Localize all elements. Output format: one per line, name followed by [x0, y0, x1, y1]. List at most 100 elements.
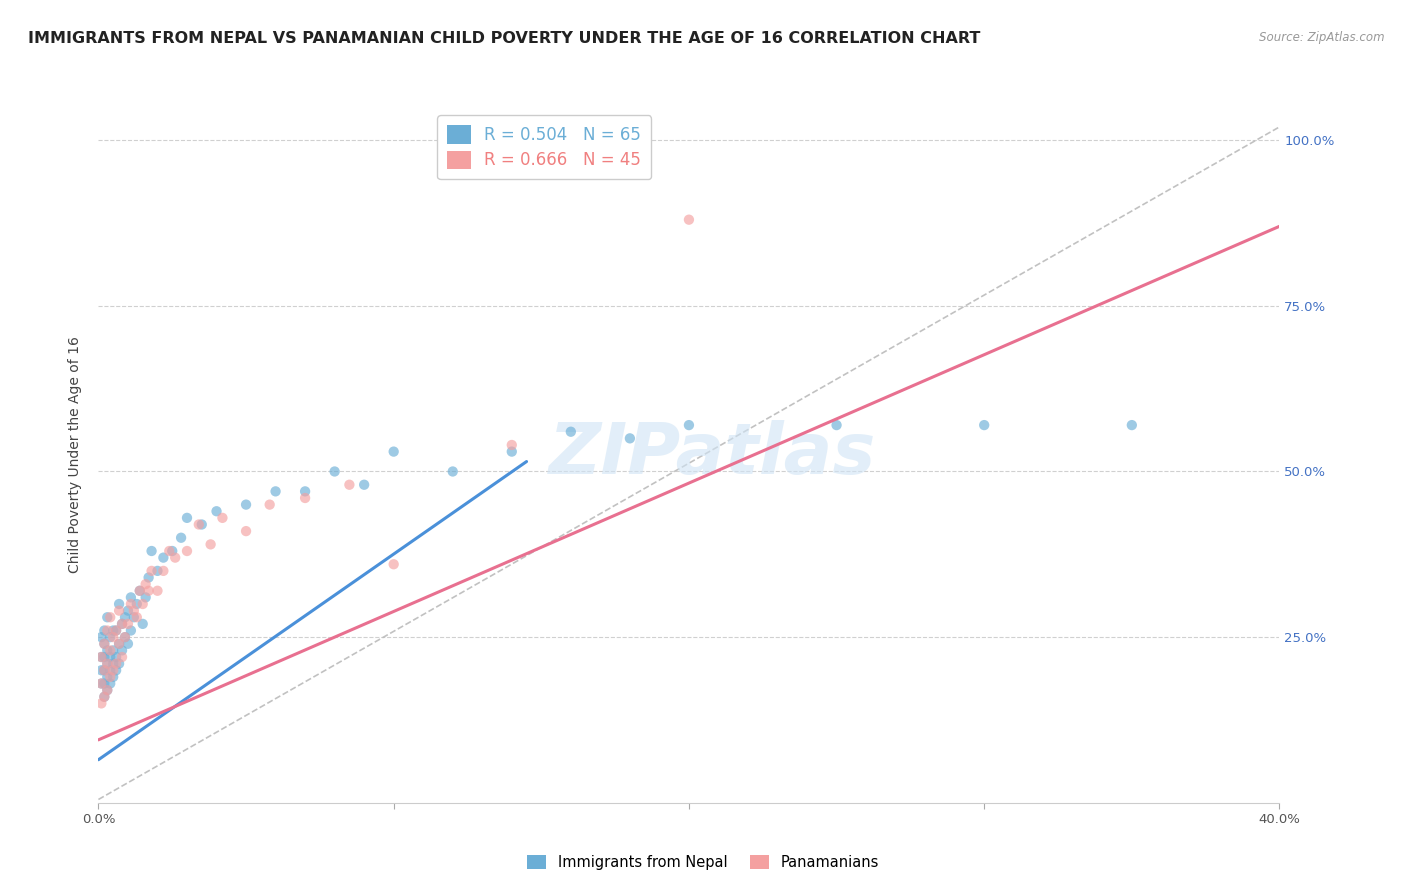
Point	[90, 663, 112, 677]
Point	[93, 690, 115, 704]
Point	[353, 477, 375, 491]
Point	[96, 683, 118, 698]
Point	[132, 597, 155, 611]
Point	[619, 431, 641, 445]
Point	[323, 465, 346, 479]
Point	[90, 676, 112, 690]
Point	[141, 544, 163, 558]
Point	[138, 570, 160, 584]
Point	[441, 465, 464, 479]
Point	[176, 544, 198, 558]
Point	[98, 630, 121, 644]
Point	[108, 604, 131, 618]
Legend: R = 0.504   N = 65, R = 0.666   N = 45: R = 0.504 N = 65, R = 0.666 N = 45	[437, 115, 651, 179]
Text: ZIPatlas: ZIPatlas	[548, 420, 876, 490]
Point	[125, 610, 148, 624]
Point	[135, 577, 157, 591]
Point	[176, 511, 198, 525]
Point	[96, 624, 118, 638]
Point	[191, 517, 214, 532]
Point	[128, 583, 150, 598]
Point	[259, 498, 281, 512]
Point	[382, 558, 405, 572]
Point	[117, 616, 139, 631]
Point	[117, 637, 139, 651]
Point	[138, 583, 160, 598]
Point	[103, 657, 125, 671]
Point	[235, 524, 257, 538]
Point	[339, 477, 361, 491]
Point	[170, 531, 193, 545]
Point	[973, 418, 995, 433]
Point	[128, 583, 150, 598]
Point	[125, 597, 148, 611]
Point	[105, 657, 128, 671]
Point	[90, 650, 112, 665]
Point	[825, 418, 848, 433]
Point	[98, 650, 121, 665]
Point	[93, 650, 115, 665]
Point	[103, 643, 125, 657]
Point	[108, 637, 131, 651]
Point	[1121, 418, 1143, 433]
Point	[111, 650, 134, 665]
Point	[235, 498, 257, 512]
Point	[105, 663, 128, 677]
Point	[105, 624, 128, 638]
Point	[90, 676, 112, 690]
Point	[93, 624, 115, 638]
Point	[96, 657, 118, 671]
Point	[120, 591, 142, 605]
Point	[117, 604, 139, 618]
Point	[135, 591, 157, 605]
Point	[165, 550, 187, 565]
Point	[93, 663, 115, 677]
Point	[152, 550, 174, 565]
Point	[157, 544, 180, 558]
Point	[93, 637, 115, 651]
Point	[122, 610, 145, 624]
Point	[90, 697, 112, 711]
Point	[152, 564, 174, 578]
Point	[678, 418, 700, 433]
Point	[103, 630, 125, 644]
Text: Source: ZipAtlas.com: Source: ZipAtlas.com	[1260, 31, 1385, 45]
Point	[205, 504, 228, 518]
Point	[108, 597, 131, 611]
Point	[120, 597, 142, 611]
Y-axis label: Child Poverty Under the Age of 16: Child Poverty Under the Age of 16	[69, 336, 83, 574]
Point	[162, 544, 183, 558]
Point	[90, 650, 112, 665]
Point	[103, 624, 125, 638]
Point	[98, 663, 121, 677]
Point	[111, 643, 134, 657]
Point	[501, 438, 523, 452]
Point	[200, 537, 222, 551]
Point	[98, 643, 121, 657]
Point	[382, 444, 405, 458]
Point	[111, 616, 134, 631]
Point	[105, 624, 128, 638]
Point	[103, 670, 125, 684]
Point	[141, 564, 163, 578]
Point	[111, 616, 134, 631]
Point	[122, 604, 145, 618]
Text: IMMIGRANTS FROM NEPAL VS PANAMANIAN CHILD POVERTY UNDER THE AGE OF 16 CORRELATIO: IMMIGRANTS FROM NEPAL VS PANAMANIAN CHIL…	[28, 31, 980, 46]
Legend: Immigrants from Nepal, Panamanians: Immigrants from Nepal, Panamanians	[522, 849, 884, 876]
Point	[93, 637, 115, 651]
Point	[90, 630, 112, 644]
Point	[146, 564, 169, 578]
Point	[114, 610, 136, 624]
Point	[132, 616, 155, 631]
Point	[98, 676, 121, 690]
Point	[103, 663, 125, 677]
Point	[146, 583, 169, 598]
Point	[114, 630, 136, 644]
Point	[264, 484, 287, 499]
Point	[93, 690, 115, 704]
Point	[96, 670, 118, 684]
Point	[96, 657, 118, 671]
Point	[108, 657, 131, 671]
Point	[114, 630, 136, 644]
Point	[211, 511, 233, 525]
